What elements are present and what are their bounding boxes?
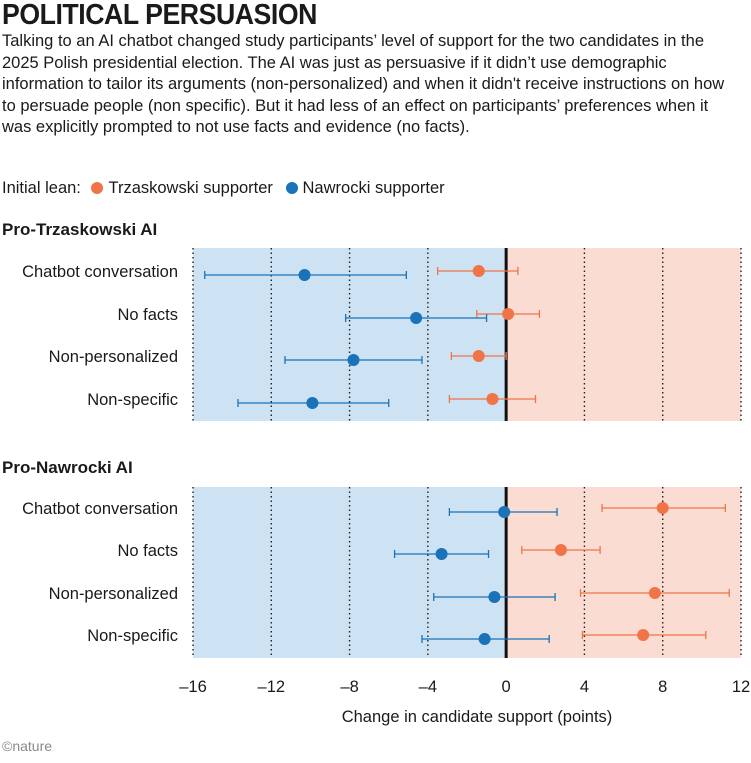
data-point bbox=[637, 629, 650, 641]
data-point bbox=[502, 308, 515, 320]
legend-item-nawrocki: Nawrocki supporter bbox=[302, 179, 445, 197]
panel-title-pro-nawrocki: Pro-Nawrocki AI bbox=[2, 458, 133, 477]
data-point bbox=[478, 633, 491, 645]
panel-bg-positive bbox=[506, 487, 741, 658]
x-tick-label: 8 bbox=[658, 678, 667, 696]
x-tick-label: 12 bbox=[732, 678, 750, 696]
page-subtitle: Talking to an AI chatbot changed study p… bbox=[2, 32, 725, 136]
x-tick-label: 4 bbox=[580, 678, 589, 696]
data-point bbox=[648, 587, 661, 599]
legend: Initial lean: Trzaskowski supporter Nawr… bbox=[2, 178, 447, 198]
data-point bbox=[472, 265, 485, 277]
legend-dot-trzaskowski bbox=[91, 182, 104, 194]
legend-dot-nawrocki bbox=[285, 182, 298, 194]
data-point bbox=[486, 393, 499, 405]
category-label: Non-personalized bbox=[49, 348, 178, 366]
x-tick-label: –8 bbox=[340, 678, 358, 696]
data-point bbox=[410, 312, 423, 324]
dot-plot-chart: Chatbot conversation No facts Non-personal… bbox=[22, 248, 750, 726]
x-tick-label: –16 bbox=[179, 678, 207, 696]
data-point bbox=[656, 502, 669, 514]
category-label: Chatbot conversation bbox=[22, 263, 178, 281]
data-point bbox=[488, 591, 501, 603]
data-point bbox=[435, 548, 448, 560]
data-point bbox=[306, 397, 319, 409]
category-label: No facts bbox=[117, 542, 178, 560]
data-point bbox=[472, 350, 485, 362]
x-tick-label: 0 bbox=[502, 678, 511, 696]
category-label: Chatbot conversation bbox=[22, 500, 178, 518]
x-tick-label: –12 bbox=[258, 678, 286, 696]
data-point bbox=[347, 354, 360, 366]
panel-title-pro-trzaskowski: Pro-Trzaskowski AI bbox=[2, 220, 158, 239]
x-tick-label: –4 bbox=[419, 678, 437, 696]
legend-item-trzaskowski: Trzaskowski supporter bbox=[108, 179, 273, 197]
x-axis-label: Change in candidate support (points) bbox=[342, 708, 613, 726]
data-point bbox=[298, 269, 311, 281]
page-title: POLITICAL PERSUASION bbox=[2, 0, 317, 31]
panel-bg-positive bbox=[506, 248, 741, 421]
legend-label: Initial lean: bbox=[2, 179, 81, 197]
data-point bbox=[554, 544, 567, 556]
category-label: Non-specific bbox=[87, 391, 178, 409]
data-point bbox=[498, 506, 511, 518]
category-label: Non-personalized bbox=[49, 585, 178, 603]
category-label: Non-specific bbox=[87, 627, 178, 645]
nature-logo: ©nature bbox=[2, 738, 53, 754]
category-label: No facts bbox=[117, 306, 178, 324]
